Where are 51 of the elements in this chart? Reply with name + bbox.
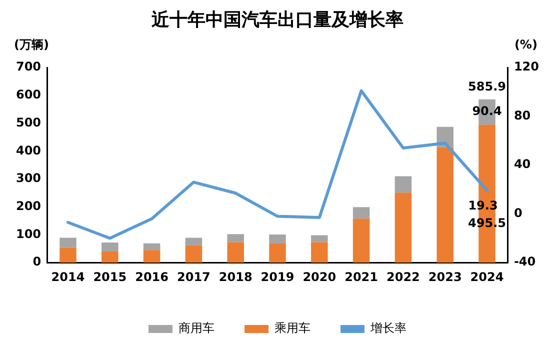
x-tick-label: 2017 bbox=[176, 270, 210, 284]
bar bbox=[60, 238, 76, 248]
bar bbox=[269, 234, 286, 244]
x-tick-label: 2019 bbox=[260, 270, 294, 284]
x-tick-label: 2021 bbox=[344, 270, 378, 284]
legend-label: 增长率 bbox=[370, 321, 406, 336]
y2-tick-label: 80 bbox=[514, 108, 531, 122]
legend-label: 商用车 bbox=[178, 321, 214, 336]
bar bbox=[227, 242, 244, 263]
bar bbox=[227, 234, 244, 242]
y-tick-label: 400 bbox=[16, 143, 42, 158]
y-axis-title: (万辆) bbox=[14, 38, 49, 52]
x-tick-label: 2018 bbox=[218, 270, 252, 284]
bar bbox=[102, 251, 118, 263]
y-tick-label: 200 bbox=[16, 199, 42, 214]
bar bbox=[269, 243, 286, 263]
y2-axis-title: (%) bbox=[514, 38, 538, 52]
x-tick-label: 2016 bbox=[135, 270, 168, 284]
x-tick-label: 2024 bbox=[470, 270, 504, 284]
bar bbox=[394, 176, 412, 193]
y2-tick-label: 120 bbox=[514, 60, 540, 74]
bar bbox=[394, 192, 412, 263]
y2-tick-label: -40 bbox=[514, 254, 536, 269]
bar bbox=[185, 238, 202, 246]
bar bbox=[352, 218, 370, 263]
bar bbox=[352, 207, 370, 219]
data-label: 90.4 bbox=[472, 104, 502, 118]
bar bbox=[311, 242, 328, 263]
y2-tick-label: 0 bbox=[514, 206, 522, 220]
x-tick-label: 2022 bbox=[386, 270, 420, 284]
bar bbox=[311, 235, 328, 242]
chart-title: 近十年中国汽车出口量及增长率 bbox=[150, 9, 404, 30]
x-tick-label: 2015 bbox=[93, 270, 127, 284]
x-tick-label: 2023 bbox=[428, 270, 462, 284]
bar bbox=[185, 245, 202, 263]
y-tick-label: 600 bbox=[16, 88, 42, 102]
y2-tick-label: 40 bbox=[514, 157, 531, 172]
bar bbox=[60, 248, 76, 263]
bar bbox=[436, 147, 454, 263]
x-tick-label: 2014 bbox=[51, 270, 85, 284]
bar bbox=[102, 242, 118, 252]
y-tick-label: 700 bbox=[16, 60, 42, 74]
y-tick-label: 100 bbox=[16, 226, 42, 241]
y-tick-label: 0 bbox=[32, 254, 42, 269]
total-label: 585.9 bbox=[468, 80, 506, 94]
y-tick-label: 500 bbox=[16, 115, 42, 130]
bar bbox=[143, 243, 160, 250]
legend-label: 乘用车 bbox=[274, 321, 310, 336]
bar bbox=[143, 250, 160, 263]
y-tick-label: 300 bbox=[16, 171, 42, 186]
x-tick-label: 2020 bbox=[302, 270, 336, 284]
